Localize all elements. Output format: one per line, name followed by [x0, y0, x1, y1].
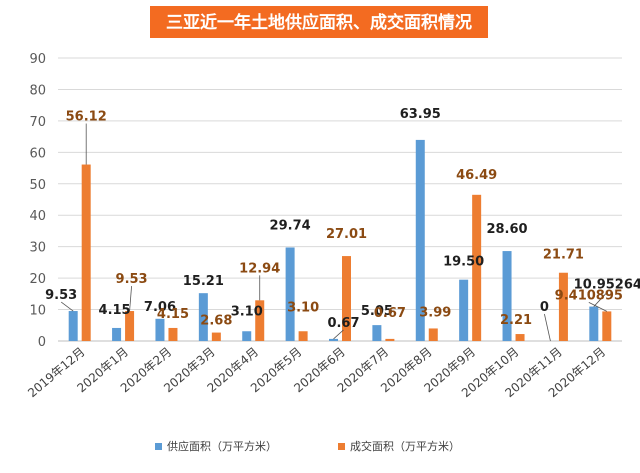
supply-bar-5	[285, 247, 295, 341]
transaction-data-label-7: 0.67	[374, 306, 406, 321]
supply-data-label-12: 10.95264	[574, 278, 640, 293]
transaction-leader-1	[129, 286, 132, 312]
supply-bar-8	[415, 139, 425, 341]
legend-label-transaction: 成交面积（万平方米）	[350, 439, 460, 453]
x-tick-label-0: 2019年12月	[25, 345, 87, 401]
supply-data-label-1: 4.15	[99, 303, 131, 318]
supply-data-label-2: 7.06	[144, 300, 176, 315]
transaction-leader-12	[588, 302, 607, 312]
supply-data-label-10: 28.60	[486, 222, 527, 237]
y-tick-label-10: 10	[29, 304, 46, 319]
title-band	[150, 6, 488, 38]
transaction-bar-11	[558, 272, 568, 341]
transaction-data-label-8: 3.99	[419, 305, 451, 320]
y-tick-label-0: 0	[38, 335, 46, 350]
y-tick-label-80: 80	[29, 83, 46, 98]
grid-layer: 0 10 20 30 40 50 60 70 80 90	[29, 52, 622, 350]
bars-layer	[68, 139, 612, 341]
transaction-data-label-10: 2.21	[500, 313, 532, 328]
transaction-bar-10	[515, 334, 525, 341]
y-tick-label-30: 30	[29, 241, 46, 256]
supply-leader-11	[544, 313, 551, 342]
supply-data-label-8: 63.95	[400, 107, 441, 122]
transaction-data-label-5: 3.10	[287, 300, 319, 315]
transaction-data-label-6: 27.01	[326, 227, 367, 242]
transaction-data-label-9: 46.49	[456, 168, 497, 183]
supply-data-label-11: 0	[540, 300, 549, 315]
supply-bar-9	[459, 279, 469, 341]
transaction-bar-5	[298, 331, 308, 341]
transaction-bar-8	[428, 328, 438, 341]
supply-bar-4	[242, 331, 252, 341]
xtick-layer: 2019年12月2020年1月2020年2月2020年3月2020年4月2020…	[25, 345, 608, 401]
transaction-data-label-11: 21.71	[543, 248, 584, 263]
supply-bar-12	[589, 306, 599, 341]
legend-swatch-supply	[155, 443, 162, 450]
y-tick-label-60: 60	[29, 146, 46, 161]
supply-bar-6	[329, 338, 338, 341]
transaction-data-label-2: 4.15	[157, 307, 189, 322]
y-tick-label-90: 90	[29, 52, 46, 67]
transaction-data-label-1: 9.53	[116, 272, 148, 287]
supply-bar-0	[68, 311, 78, 341]
y-tick-label-40: 40	[29, 209, 46, 224]
transaction-bar-1	[125, 311, 135, 341]
y-tick-label-70: 70	[29, 115, 46, 130]
transaction-bar-6	[342, 256, 351, 341]
supply-leader-12	[593, 291, 609, 307]
supply-leader-0	[60, 301, 74, 312]
y-tick-label-50: 50	[29, 178, 46, 193]
transaction-bar-4	[255, 300, 265, 341]
supply-bar-2	[155, 318, 165, 341]
supply-bar-7	[372, 325, 382, 341]
legend-swatch-transaction	[338, 443, 345, 450]
transaction-bar-12	[602, 311, 612, 341]
legend: 供应面积（万平方米） 成交面积（万平方米）	[155, 439, 460, 453]
supply-data-label-7: 5.05	[361, 304, 393, 319]
supply-bar-10	[502, 251, 512, 341]
supply-data-label-4: 3.10	[231, 304, 263, 319]
supply-bar-3	[198, 293, 208, 341]
supply-data-label-3: 15.21	[183, 274, 224, 289]
transaction-bar-9	[472, 194, 482, 341]
transaction-bar-2	[168, 327, 178, 341]
transaction-data-label-0: 56.12	[66, 110, 107, 125]
supply-data-label-0: 9.53	[45, 288, 77, 303]
supply-bar-1	[112, 327, 122, 341]
legend-label-supply: 供应面积（万平方米）	[167, 439, 277, 453]
y-tick-label-20: 20	[29, 272, 46, 287]
supply-data-label-6: 0.67	[327, 316, 359, 331]
supply-data-label-5: 29.74	[270, 218, 311, 233]
labels-layer: 9.5356.124.159.537.064.1515.212.683.1012…	[45, 107, 640, 342]
transaction-bar-7	[385, 338, 395, 341]
chart-title: 三亚近一年土地供应面积、成交面积情况	[166, 12, 472, 33]
supply-data-label-9: 19.50	[443, 255, 484, 270]
transaction-data-label-12: 9.410895	[555, 288, 623, 303]
transaction-data-label-4: 12.94	[239, 261, 280, 276]
transaction-data-label-3: 2.68	[200, 314, 232, 329]
transaction-bar-0	[81, 164, 91, 341]
transaction-bar-3	[211, 332, 221, 341]
supply-leader-6	[333, 329, 344, 340]
